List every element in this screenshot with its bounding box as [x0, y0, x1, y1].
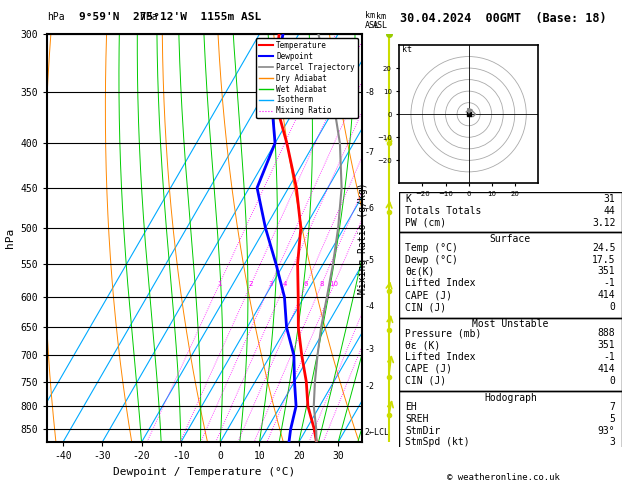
Text: km
ASL: km ASL [373, 12, 388, 30]
Text: 2: 2 [249, 281, 253, 287]
Text: -1: -1 [604, 352, 615, 362]
Text: CIN (J): CIN (J) [406, 376, 447, 386]
Text: 9°59'N  275°12'W  1155m ASL: 9°59'N 275°12'W 1155m ASL [79, 12, 261, 22]
Text: 0: 0 [610, 302, 615, 312]
Text: PW (cm): PW (cm) [406, 218, 447, 228]
Text: © weatheronline.co.uk: © weatheronline.co.uk [447, 473, 560, 482]
Text: 351: 351 [598, 266, 615, 277]
Text: 30.04.2024  00GMT  (Base: 18): 30.04.2024 00GMT (Base: 18) [400, 12, 606, 25]
Text: EH: EH [406, 402, 417, 412]
Text: 5: 5 [610, 414, 615, 424]
Text: CAPE (J): CAPE (J) [406, 364, 452, 374]
Text: Surface: Surface [490, 234, 531, 244]
Text: 888: 888 [598, 328, 615, 338]
Text: -1: -1 [604, 278, 615, 288]
Text: Totals Totals: Totals Totals [406, 206, 482, 216]
Text: -2: -2 [365, 382, 375, 391]
Bar [399, 318, 622, 391]
X-axis label: Dewpoint / Temperature (°C): Dewpoint / Temperature (°C) [113, 467, 296, 477]
Text: StmDir: StmDir [406, 426, 441, 435]
Text: 3.12: 3.12 [592, 218, 615, 228]
Text: -6: -6 [365, 204, 375, 213]
Text: 3: 3 [610, 437, 615, 448]
Bar [399, 232, 622, 318]
Text: 10: 10 [330, 281, 338, 287]
Text: Pressure (mb): Pressure (mb) [406, 328, 482, 338]
Text: 2←LCL: 2←LCL [365, 428, 390, 437]
Text: -3: -3 [365, 346, 375, 354]
Text: Most Unstable: Most Unstable [472, 319, 548, 330]
Bar [399, 391, 622, 453]
Text: SREH: SREH [406, 414, 429, 424]
Text: 93°: 93° [598, 426, 615, 435]
Text: CAPE (J): CAPE (J) [406, 290, 452, 300]
Text: 414: 414 [598, 290, 615, 300]
Y-axis label: hPa: hPa [5, 228, 15, 248]
Text: 6: 6 [304, 281, 308, 287]
Text: Temp (°C): Temp (°C) [406, 243, 459, 253]
Text: 7: 7 [610, 402, 615, 412]
Text: -5: -5 [365, 256, 375, 265]
Text: Hodograph: Hodograph [484, 393, 537, 403]
Text: CIN (J): CIN (J) [406, 302, 447, 312]
Text: 1: 1 [217, 281, 221, 287]
Text: 44: 44 [604, 206, 615, 216]
Text: km
ASL: km ASL [365, 11, 380, 30]
Text: Lifted Index: Lifted Index [406, 278, 476, 288]
Text: 8: 8 [320, 281, 324, 287]
Text: Lifted Index: Lifted Index [406, 352, 476, 362]
Text: θε(K): θε(K) [406, 266, 435, 277]
Text: StmSpd (kt): StmSpd (kt) [406, 437, 470, 448]
Text: -4: -4 [365, 302, 375, 311]
Text: kt: kt [402, 45, 412, 54]
Text: 414: 414 [598, 364, 615, 374]
Legend: Temperature, Dewpoint, Parcel Trajectory, Dry Adiabat, Wet Adiabat, Isotherm, Mi: Temperature, Dewpoint, Parcel Trajectory… [256, 38, 358, 119]
Text: θε (K): θε (K) [406, 340, 441, 350]
Text: hPa: hPa [140, 12, 170, 22]
Text: K: K [406, 194, 411, 204]
Text: 31: 31 [604, 194, 615, 204]
Bar [399, 192, 622, 232]
Text: Dewp (°C): Dewp (°C) [406, 255, 459, 264]
Text: -8: -8 [365, 88, 375, 97]
Text: -7: -7 [365, 148, 375, 157]
Text: Mixing Ratio (g/kg): Mixing Ratio (g/kg) [358, 182, 368, 294]
Text: 0: 0 [610, 376, 615, 386]
Text: 351: 351 [598, 340, 615, 350]
Text: 4: 4 [283, 281, 287, 287]
Text: 24.5: 24.5 [592, 243, 615, 253]
Text: 3: 3 [269, 281, 273, 287]
Text: 17.5: 17.5 [592, 255, 615, 264]
Text: hPa: hPa [47, 12, 65, 22]
